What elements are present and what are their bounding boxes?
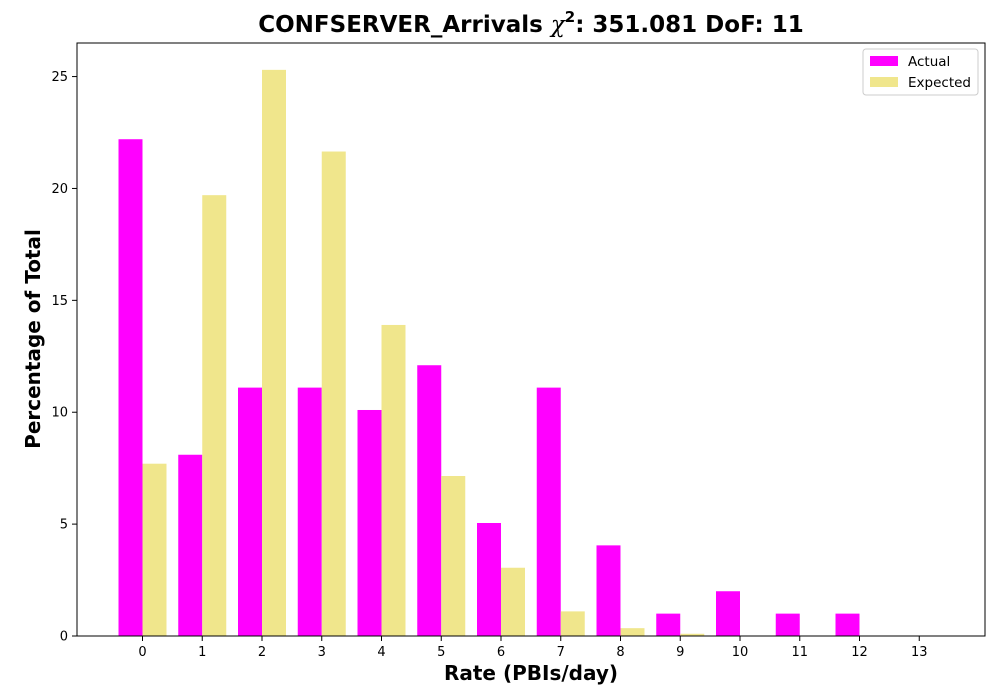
bar-actual-4 bbox=[357, 409, 382, 636]
chart-title-suffix: : 351.081 DoF: 11 bbox=[575, 12, 804, 38]
x-tick-label-0: 0 bbox=[138, 645, 146, 660]
x-tick-label-3: 3 bbox=[318, 645, 326, 660]
bar-actual-0 bbox=[118, 139, 143, 636]
bar-expected-1 bbox=[202, 195, 227, 637]
bar-expected-4 bbox=[381, 324, 406, 636]
x-tick-label-9: 9 bbox=[676, 645, 684, 660]
x-tick-label-5: 5 bbox=[437, 645, 445, 660]
bar-expected-5 bbox=[441, 476, 466, 636]
x-tick-label-10: 10 bbox=[732, 645, 749, 660]
x-tick-label-1: 1 bbox=[198, 645, 206, 660]
bar-actual-9 bbox=[656, 613, 681, 636]
y-tick-label-10: 10 bbox=[51, 406, 68, 421]
bar-actual-1 bbox=[178, 454, 203, 636]
y-tick-label-15: 15 bbox=[51, 294, 68, 309]
bar-expected-3 bbox=[321, 151, 346, 636]
bar-actual-5 bbox=[417, 365, 442, 636]
bar-actual-7 bbox=[536, 387, 561, 636]
chart-title-prefix: CONFSERVER_Arrivals bbox=[258, 12, 551, 38]
bar-actual-10 bbox=[716, 591, 740, 636]
y-axis-label: Percentage of Total bbox=[21, 229, 45, 449]
bar-expected-8 bbox=[620, 628, 645, 636]
legend: Actual Expected bbox=[862, 48, 979, 96]
bar-actual-11 bbox=[775, 613, 800, 636]
x-tick-label-13: 13 bbox=[911, 645, 928, 660]
x-axis-label: Rate (PBIs/day) bbox=[444, 661, 618, 685]
legend-swatch-expected bbox=[870, 77, 898, 87]
plot-frame bbox=[76, 42, 986, 637]
bar-actual-3 bbox=[297, 387, 322, 636]
legend-swatch-actual bbox=[870, 56, 898, 66]
x-tick-label-2: 2 bbox=[258, 645, 266, 660]
y-tick-label-25: 25 bbox=[51, 70, 68, 85]
bar-actual-2 bbox=[238, 387, 262, 636]
bar-actual-8 bbox=[596, 545, 621, 636]
chart-title: CONFSERVER_Arrivals χ2: 351.081 DoF: 11 bbox=[258, 8, 803, 38]
legend-label-expected: Expected bbox=[908, 75, 971, 91]
bar-expected-0 bbox=[142, 463, 167, 636]
y-tick-label-20: 20 bbox=[51, 182, 68, 197]
x-tick-label-7: 7 bbox=[557, 645, 565, 660]
y-tick-label-5: 5 bbox=[60, 518, 68, 533]
bar-expected-6 bbox=[501, 567, 525, 636]
bar-expected-2 bbox=[262, 69, 286, 636]
chart-title-sup: 2 bbox=[565, 8, 575, 26]
bar-actual-6 bbox=[477, 522, 501, 636]
x-tick-label-12: 12 bbox=[851, 645, 868, 660]
bar-expected-9 bbox=[680, 633, 705, 636]
chart-title-chi: χ bbox=[549, 12, 567, 38]
bar-actual-12 bbox=[835, 613, 860, 636]
x-tick-label-8: 8 bbox=[616, 645, 624, 660]
y-tick-label-0: 0 bbox=[60, 630, 68, 645]
x-tick-label-6: 6 bbox=[497, 645, 505, 660]
legend-label-actual: Actual bbox=[908, 54, 950, 70]
x-tick-label-11: 11 bbox=[791, 645, 808, 660]
bar-expected-7 bbox=[560, 611, 585, 636]
x-tick-label-4: 4 bbox=[377, 645, 385, 660]
